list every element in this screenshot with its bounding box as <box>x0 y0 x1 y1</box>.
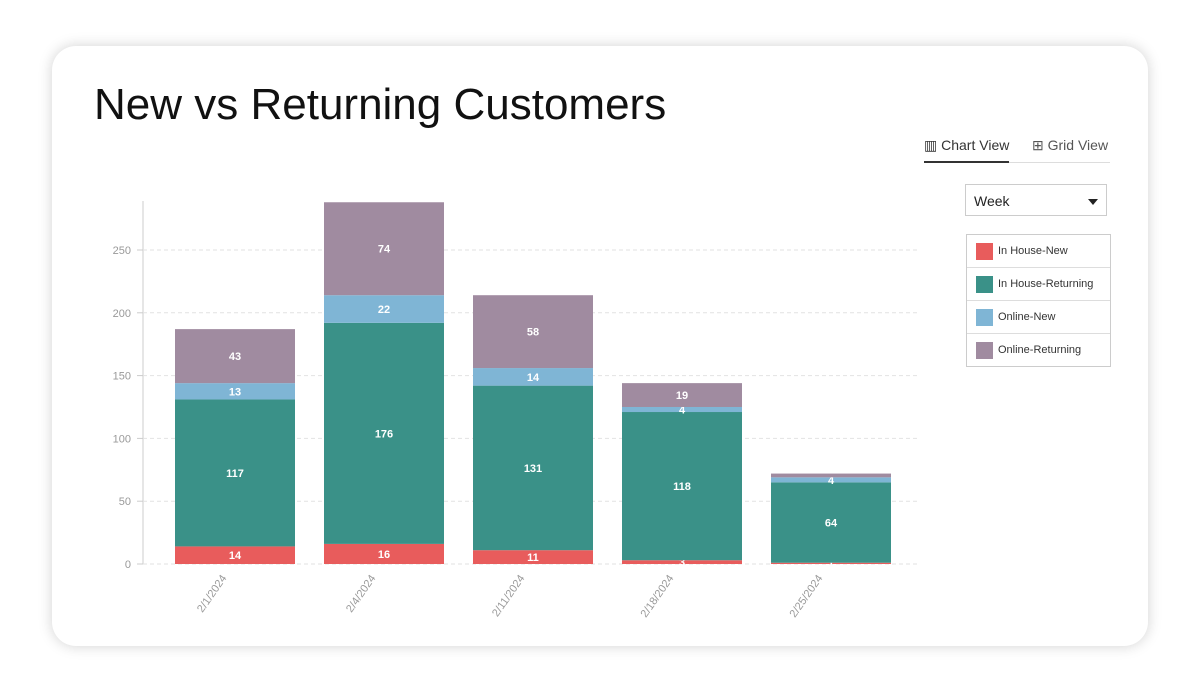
period-select[interactable]: Week <box>965 184 1107 216</box>
bar-segment <box>771 473 891 478</box>
data-label: 3 <box>679 557 685 569</box>
data-label: 176 <box>375 428 393 440</box>
bar-segment <box>771 482 891 563</box>
data-label: 64 <box>825 518 838 530</box>
data-label: 58 <box>527 327 539 339</box>
bar-segment <box>175 329 295 384</box>
legend-swatch <box>976 275 993 293</box>
legend-item[interactable]: Online-New <box>967 301 1110 334</box>
bar-segment <box>324 295 444 323</box>
bar-segment <box>175 399 295 547</box>
view-tabs: ▥ Chart View ⊞ Grid View <box>924 134 1110 163</box>
data-label: 13 <box>229 386 241 398</box>
title: New vs Returning Customers <box>94 80 667 129</box>
data-label: 14 <box>229 550 242 562</box>
bar-segment <box>622 560 742 564</box>
data-label: 74 <box>378 244 391 256</box>
data-label: 14 <box>527 372 540 384</box>
y-tick-label: 50 <box>119 496 131 508</box>
data-label: 11 <box>527 552 539 564</box>
legend-label: In House-Returning <box>998 278 1094 290</box>
bar-segment <box>324 322 444 544</box>
bar-segment <box>324 543 444 564</box>
bar-segment <box>473 385 593 551</box>
legend-swatch <box>976 341 993 359</box>
bar-segment <box>473 550 593 564</box>
data-label: 117 <box>226 468 244 480</box>
x-tick-label: 2/11/2024 <box>490 573 527 619</box>
bar-segment <box>771 477 891 483</box>
x-tick-label: 2/18/2024 <box>639 573 677 620</box>
bar-segment <box>622 383 742 407</box>
legend-label: In House-New <box>998 245 1068 257</box>
legend-item[interactable]: Online-Returning <box>967 334 1110 366</box>
data-label: 22 <box>378 304 390 316</box>
bar-segment <box>473 368 593 386</box>
tab-label: Grid View <box>1047 137 1109 153</box>
bar-segment <box>175 383 295 400</box>
data-label: 19 <box>676 390 688 402</box>
x-tick-label: 2/25/2024 <box>788 573 826 620</box>
legend: In House-New In House-Returning Online-New… <box>966 234 1111 367</box>
data-label: 4 <box>679 405 686 417</box>
data-label: 16 <box>378 549 390 561</box>
y-tick-label: 100 <box>113 433 131 445</box>
bar-segment <box>175 546 295 564</box>
bar-segment <box>771 562 891 564</box>
data-label: 43 <box>229 351 241 363</box>
x-tick-label: 2/1/2024 <box>195 573 229 615</box>
bar-segment <box>324 202 444 296</box>
y-tick-label: 200 <box>113 308 131 320</box>
tab-label: Chart View <box>941 137 1010 153</box>
legend-label: Online-New <box>998 311 1056 323</box>
data-label: 1 <box>828 558 834 570</box>
data-label: 4 <box>828 475 835 487</box>
bar-segment <box>473 295 593 369</box>
legend-item[interactable]: In House-New <box>967 235 1110 268</box>
legend-item[interactable]: In House-Returning <box>967 268 1110 301</box>
legend-swatch <box>976 308 993 326</box>
legend-label: Online-Returning <box>998 344 1082 356</box>
bar-segment <box>622 406 742 413</box>
legend-swatch <box>976 242 993 260</box>
grid-view-tab[interactable]: ⊞ Grid View <box>1032 137 1109 153</box>
chart-view-tab[interactable]: ▥ Chart View <box>924 137 1010 163</box>
bar-segment <box>622 412 742 561</box>
x-tick-label: 2/4/2024 <box>344 573 378 615</box>
data-label: 118 <box>673 481 691 493</box>
y-tick-label: 250 <box>113 245 131 257</box>
data-label: 131 <box>524 463 542 475</box>
y-tick-label: 150 <box>113 371 131 383</box>
y-tick-label: 0 <box>125 559 131 571</box>
